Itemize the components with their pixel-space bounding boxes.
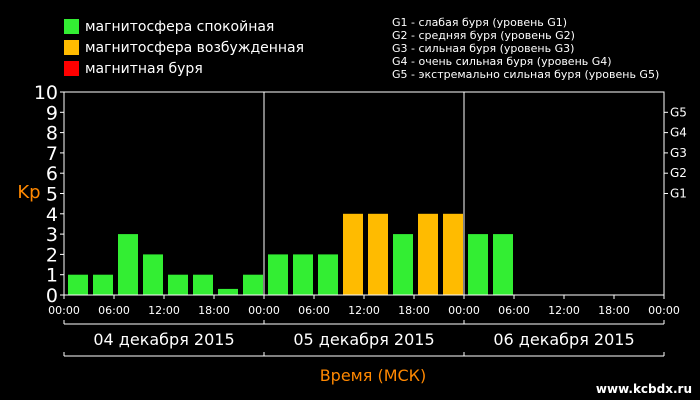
kp-bar	[418, 213, 438, 295]
kp-bar	[393, 234, 413, 295]
legend-item-active: магнитосфера возбужденная	[64, 37, 304, 58]
kp-bar	[93, 274, 113, 295]
legend-swatch-quiet	[64, 19, 79, 34]
kp-bar	[118, 234, 138, 295]
x-tick-label: 12:00	[548, 304, 580, 317]
kp-bar	[368, 213, 388, 295]
x-tick-label: 00:00	[48, 304, 80, 317]
x-tick-label: 12:00	[348, 304, 380, 317]
x-tick-label: 18:00	[598, 304, 630, 317]
y-tick-label: 9	[46, 102, 58, 124]
day-label: 05 декабря 2015	[293, 330, 434, 349]
y-tick-label: 3	[46, 224, 58, 246]
y-tick-label: 0	[46, 285, 58, 307]
legend-label-active: магнитосфера возбужденная	[85, 39, 305, 56]
g-level-label: G3	[670, 146, 687, 160]
x-tick-label: 18:00	[398, 304, 430, 317]
x-axis-label: Время (МСК)	[320, 366, 427, 385]
y-tick-label: 7	[46, 143, 58, 165]
g-level-description: G4 - очень сильная буря (уровень G4)	[392, 55, 612, 68]
legend-swatch-storm	[64, 61, 79, 76]
legend-label-storm: магнитная буря	[85, 60, 203, 77]
y-tick-label: 2	[46, 244, 58, 266]
x-tick-label: 18:00	[198, 304, 230, 317]
legend-item-storm: магнитная буря	[64, 58, 304, 79]
x-tick-label: 00:00	[448, 304, 480, 317]
g-level-description: G2 - средняя буря (уровень G2)	[392, 29, 575, 42]
y-axis-label: Kp	[17, 182, 40, 203]
day-label: 04 декабря 2015	[93, 330, 234, 349]
kp-bar	[143, 254, 163, 295]
y-tick-label: 10	[34, 82, 58, 104]
legend-swatch-active	[64, 40, 79, 55]
legend-item-quiet: магнитосфера спокойная	[64, 16, 304, 37]
day-label: 06 декабря 2015	[493, 330, 634, 349]
g-level-description: G1 - слабая буря (уровень G1)	[392, 16, 568, 29]
kp-bar	[268, 254, 288, 295]
kp-bar	[443, 213, 463, 295]
kp-bar	[68, 274, 88, 295]
y-tick-label: 6	[46, 163, 58, 185]
g-level-description: G5 - экстремально сильная буря (уровень …	[392, 68, 660, 81]
y-tick-label: 1	[46, 265, 58, 287]
storm-level-legend: G1 - слабая буря (уровень G1) G2 - средн…	[392, 16, 659, 81]
x-tick-label: 06:00	[98, 304, 130, 317]
x-tick-label: 00:00	[648, 304, 680, 317]
x-tick-label: 00:00	[248, 304, 280, 317]
g-level-description: G3 - сильная буря (уровень G3)	[392, 42, 575, 55]
g-level-label: G4	[670, 126, 687, 140]
kp-bar	[318, 254, 338, 295]
x-tick-label: 06:00	[298, 304, 330, 317]
kp-bar	[493, 234, 513, 295]
kp-bar	[243, 274, 263, 295]
y-tick-label: 4	[46, 204, 58, 226]
y-tick-label: 5	[46, 184, 58, 206]
status-legend: магнитосфера спокойная магнитосфера возб…	[64, 16, 304, 79]
legend-label-quiet: магнитосфера спокойная	[85, 18, 275, 35]
y-tick-label: 8	[46, 123, 58, 145]
kp-bar	[293, 254, 313, 295]
kp-bar	[218, 288, 238, 295]
kp-bar	[468, 234, 488, 295]
x-tick-label: 06:00	[498, 304, 530, 317]
g-level-label: G2	[670, 166, 687, 180]
x-tick-label: 12:00	[148, 304, 180, 317]
kp-bar	[343, 213, 363, 295]
g-level-label: G5	[670, 105, 687, 119]
g-level-label: G1	[670, 187, 687, 201]
site-watermark: www.kcbdx.ru	[595, 382, 692, 396]
kp-bar	[168, 274, 188, 295]
kp-bar	[193, 274, 213, 295]
